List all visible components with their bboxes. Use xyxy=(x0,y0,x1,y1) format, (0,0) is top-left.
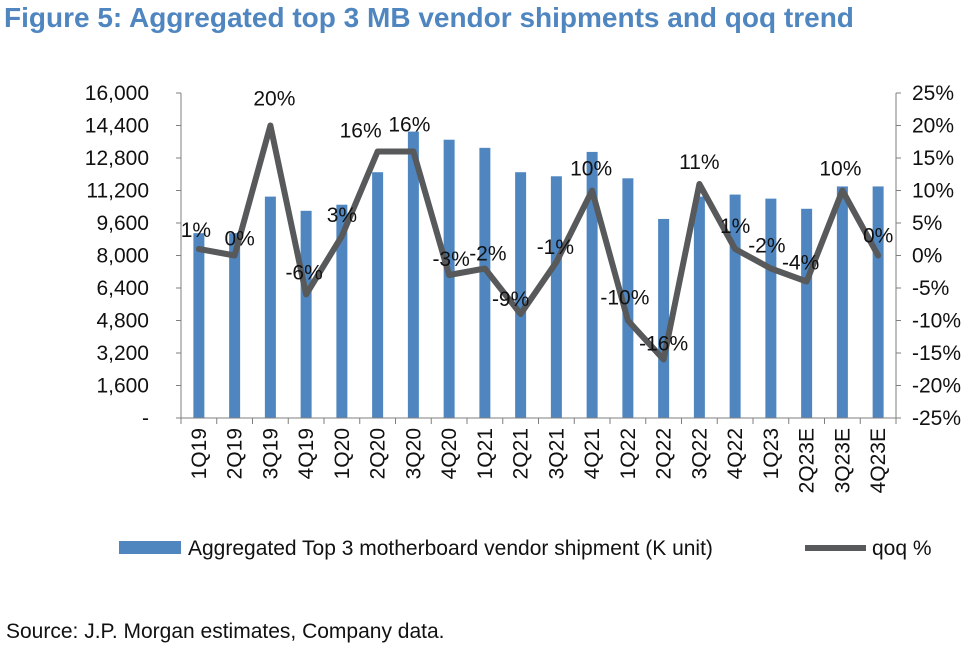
qoq-line xyxy=(195,122,882,363)
qoq-data-label: -4% xyxy=(782,252,819,275)
x-tick-label: 3Q21 xyxy=(545,428,568,479)
qoq-data-label: 16% xyxy=(388,114,430,137)
y-right-tick-label: 5% xyxy=(912,212,942,235)
y-right-tick-label: -10% xyxy=(912,310,961,333)
qoq-data-label: 1% xyxy=(181,219,211,242)
x-tick-label: 2Q23E xyxy=(796,428,819,493)
bar-2Q23E xyxy=(801,208,813,418)
qoq-data-label: 11% xyxy=(679,151,719,174)
y-right-tick-label: 15% xyxy=(912,147,954,170)
bar-2Q22 xyxy=(658,218,670,418)
x-tick-label: 4Q19 xyxy=(295,428,318,479)
bar-3Q20 xyxy=(407,131,419,418)
qoq-data-label: -2% xyxy=(748,235,785,258)
qoq-data-label: 0% xyxy=(224,228,254,251)
chart-title: Figure 5: Aggregated top 3 MB vendor shi… xyxy=(4,2,854,33)
y-left-tick-label: 14,400 xyxy=(85,115,149,138)
qoq-data-label: 16% xyxy=(340,120,382,143)
y-left-tick-label: - xyxy=(142,407,149,430)
bar-3Q19 xyxy=(264,196,276,418)
x-tick-label: 1Q20 xyxy=(331,428,354,479)
x-tick-label: 1Q23 xyxy=(760,428,783,479)
bar-4Q21 xyxy=(586,151,598,418)
bar-1Q20 xyxy=(336,204,348,418)
y-axis-left: - 1,600 3,200 4,800 6,400 8,000 9,600 11,200 12,… xyxy=(85,82,181,430)
x-tick-label: 2Q19 xyxy=(224,428,247,479)
x-tick-label: 3Q20 xyxy=(402,428,425,479)
qoq-data-label: 0% xyxy=(863,225,893,248)
qoq-data-label: 3% xyxy=(327,204,357,227)
y-right-tick-label: 20% xyxy=(912,115,954,138)
y-right-tick-label: -15% xyxy=(912,342,961,365)
x-tick-label: 4Q22 xyxy=(724,428,747,479)
x-tick-label: 2Q20 xyxy=(367,428,390,479)
y-left-tick-label: 11,200 xyxy=(86,180,149,203)
y-right-tick-label: -25% xyxy=(912,407,961,430)
bar-3Q21 xyxy=(550,176,562,418)
bar-series xyxy=(193,131,884,418)
bar-1Q19 xyxy=(193,233,205,418)
bar-4Q22 xyxy=(729,194,741,418)
qoq-data-label: -2% xyxy=(469,243,506,266)
qoq-data-label: 10% xyxy=(570,158,612,181)
legend-bar-swatch xyxy=(119,541,181,554)
y-left-tick-label: 8,000 xyxy=(96,245,149,268)
y-right-tick-label: -5% xyxy=(912,277,949,300)
qoq-data-label: 10% xyxy=(819,158,861,181)
legend-line-label: qoq % xyxy=(872,537,932,560)
y-left-tick-label: 1,600 xyxy=(96,375,149,398)
bar-4Q23E xyxy=(872,186,884,418)
y-right-tick-label: 25% xyxy=(912,82,954,105)
x-tick-label: 4Q23E xyxy=(867,428,890,493)
x-tick-label: 4Q20 xyxy=(438,428,461,479)
bar-1Q21 xyxy=(479,147,491,418)
y-right-tick-label: 10% xyxy=(912,180,954,203)
x-tick-label: 2Q22 xyxy=(653,428,676,479)
legend-bar-label: Aggregated Top 3 motherboard vendor ship… xyxy=(188,537,713,560)
legend: Aggregated Top 3 motherboard vendor ship… xyxy=(119,537,932,560)
qoq-data-label: -9% xyxy=(492,288,529,311)
qoq-data-label: -10% xyxy=(600,287,649,310)
x-tick-label: 1Q22 xyxy=(617,428,640,479)
bar-4Q19 xyxy=(300,210,312,418)
x-tick-label: 3Q19 xyxy=(259,428,282,479)
bar-3Q23E xyxy=(836,186,848,418)
bar-4Q20 xyxy=(443,139,455,418)
y-left-tick-label: 9,600 xyxy=(96,212,149,235)
x-axis: 1Q19 2Q19 3Q19 4Q19 1Q20 2Q20 3Q20 4Q20 1Q21 2Q21… xyxy=(180,418,897,493)
line-series: 1% 0%20%-6%3%16% 16%-3% -2%-9%-1%10%-10%-16… xyxy=(181,88,893,363)
qoq-data-label: -16% xyxy=(639,333,688,356)
y-right-tick-label: -20% xyxy=(912,375,961,398)
y-left-tick-label: 4,800 xyxy=(96,310,149,333)
bar-2Q20 xyxy=(372,172,384,418)
x-tick-label: 3Q22 xyxy=(688,428,711,479)
qoq-data-label: -1% xyxy=(537,236,574,259)
x-tick-label: 2Q21 xyxy=(510,428,533,479)
y-left-tick-label: 3,200 xyxy=(96,342,149,365)
source-note: Source: J.P. Morgan estimates, Company d… xyxy=(6,620,445,643)
qoq-data-label: 20% xyxy=(253,88,295,111)
bar-2Q21 xyxy=(515,172,527,418)
y-axis-right: -25% -20% -15% -10% -5% 0% 5% 10% 15% 20% 25% xyxy=(896,82,961,430)
qoq-data-label: 1% xyxy=(720,215,750,238)
bar-2Q19 xyxy=(229,233,241,418)
x-tick-label: 4Q21 xyxy=(581,428,604,479)
x-tick-label: 1Q21 xyxy=(474,428,497,479)
x-tick-label: 1Q19 xyxy=(188,428,211,479)
bar-1Q23 xyxy=(765,198,777,418)
qoq-data-label: -3% xyxy=(432,248,469,271)
bar-1Q22 xyxy=(622,178,634,418)
y-left-tick-label: 6,400 xyxy=(96,277,149,300)
bar-3Q22 xyxy=(693,196,705,418)
y-right-tick-label: 0% xyxy=(912,245,942,268)
qoq-data-label: -6% xyxy=(285,262,322,285)
y-left-tick-label: 16,000 xyxy=(85,82,149,105)
x-tick-label: 3Q23E xyxy=(831,428,854,493)
y-left-tick-label: 12,800 xyxy=(85,147,149,170)
